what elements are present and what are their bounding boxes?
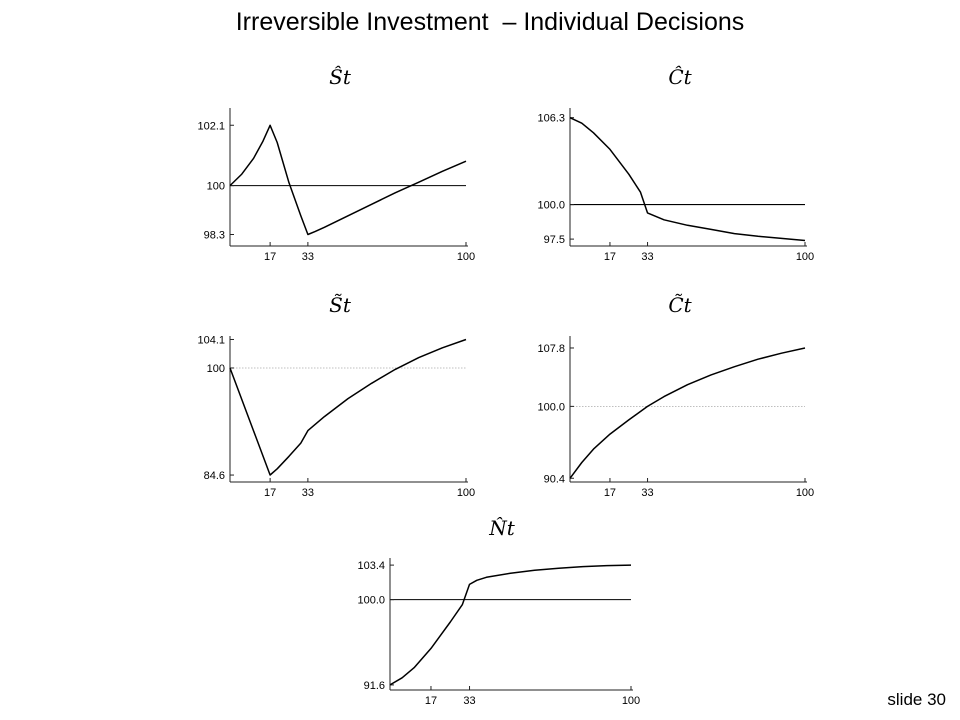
y-tick-label: 106.3 <box>537 113 565 125</box>
series-line <box>569 347 806 479</box>
x-tick-label: 100 <box>622 695 640 707</box>
x-tick-label: 17 <box>264 487 276 499</box>
y-tick-label: 100 <box>207 363 225 375</box>
slide-number: slide 30 <box>887 690 946 709</box>
x-tick-label: 17 <box>264 251 276 263</box>
chart-title: Ŝt <box>329 64 352 89</box>
chart-c-hat: Ĉt 97.5 100.0 106.3 17 33 100 <box>537 64 814 263</box>
x-tick-label: 17 <box>604 487 616 499</box>
y-tick-label: 107.8 <box>537 343 565 355</box>
series-line <box>229 124 467 236</box>
x-tick-label: 33 <box>463 695 475 707</box>
y-tick-label: 100.0 <box>357 595 385 607</box>
chart-title: S̃t <box>329 293 352 317</box>
y-tick-label: 91.6 <box>364 680 385 692</box>
x-tick-label: 100 <box>457 487 475 499</box>
chart-title: C̃t <box>668 293 692 317</box>
x-tick-label: 100 <box>457 251 475 263</box>
chart-s-tilde: S̃t 84.6 100 104.1 17 33 100 <box>197 293 475 499</box>
x-tick-label: 100 <box>796 251 814 263</box>
x-tick-label: 100 <box>796 487 814 499</box>
x-tick-label: 33 <box>641 487 653 499</box>
x-tick-label: 17 <box>425 695 437 707</box>
series-line <box>389 564 632 686</box>
x-tick-label: 33 <box>302 251 314 263</box>
y-tick-label: 104.1 <box>197 334 225 346</box>
x-tick-label: 17 <box>604 251 616 263</box>
chart-title: Ĉt <box>668 64 692 89</box>
slide-title: Irreversible Investment – Individual Dec… <box>235 8 745 36</box>
chart-c-tilde: C̃t 90.4 100.0 107.8 17 33 100 <box>537 293 814 499</box>
chart-n-hat: N̂t 91.6 100.0 103.4 17 33 100 <box>357 516 640 707</box>
series-line <box>229 338 467 476</box>
chart-s-hat: Ŝt 98.3 100 102.1 17 33 100 <box>197 64 475 263</box>
y-tick-label: 90.4 <box>544 473 565 485</box>
y-tick-label: 100 <box>207 181 225 193</box>
y-tick-label: 97.5 <box>544 234 565 246</box>
x-tick-label: 33 <box>302 487 314 499</box>
y-tick-label: 103.4 <box>357 560 385 572</box>
x-tick-label: 33 <box>641 251 653 263</box>
y-tick-label: 84.6 <box>204 470 225 482</box>
chart-title: N̂t <box>488 516 516 540</box>
y-tick-label: 100.0 <box>537 401 565 413</box>
series-line <box>569 117 806 242</box>
y-tick-label: 102.1 <box>197 120 225 132</box>
y-tick-label: 100.0 <box>537 200 565 212</box>
y-tick-label: 98.3 <box>204 230 225 242</box>
